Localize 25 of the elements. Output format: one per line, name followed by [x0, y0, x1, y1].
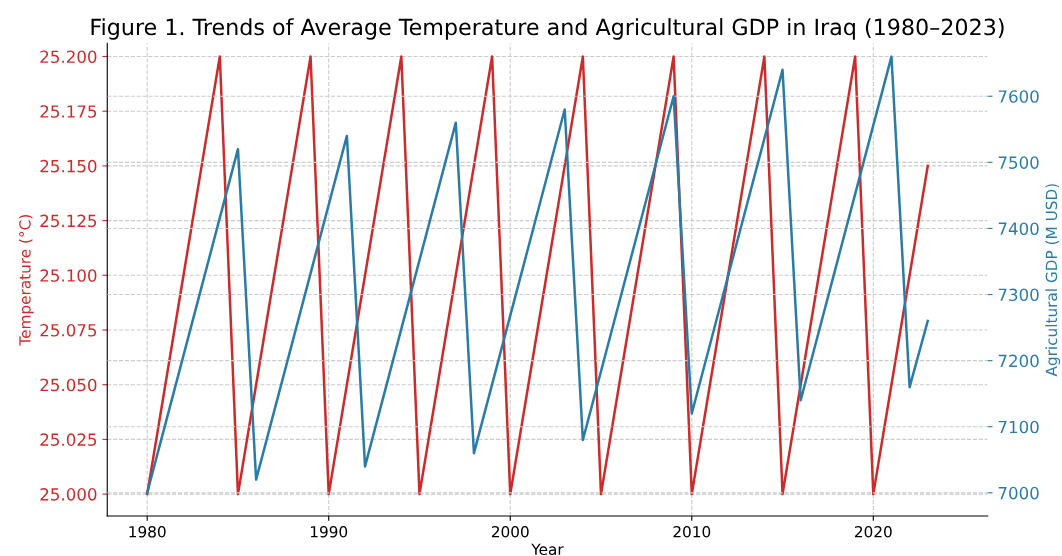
y-axis-title: Temperature (°C): [18, 215, 34, 346]
y-tick-label: 25.175: [40, 105, 97, 118]
x-tick-label: 1990: [310, 525, 348, 538]
y2-tick-label: 7000: [998, 486, 1039, 500]
y2-tick-label: 7100: [998, 420, 1039, 434]
y2-tick-label: 7400: [998, 222, 1039, 236]
y-tick-label: 25.000: [40, 488, 97, 501]
y2-tick-label: 7500: [998, 156, 1039, 169]
y-tick-label: 25.050: [40, 378, 97, 392]
x-tick-label: 2000: [491, 525, 529, 538]
y2-axis-title: Agricultural GDP (M USD): [1045, 184, 1061, 377]
x-tick-label: 1980: [129, 525, 166, 538]
y2-tick-label: 7200: [998, 354, 1039, 368]
y-tick-label: 25.100: [40, 269, 97, 282]
y-tick-label: 25.200: [40, 50, 97, 64]
y-tick-label: 25.150: [40, 159, 97, 173]
x-tick-label: 2020: [854, 525, 892, 538]
y-tick-label: 25.025: [40, 433, 97, 446]
y-tick-label: 25.075: [40, 323, 97, 337]
y-tick-label: 25.125: [40, 214, 97, 228]
x-tick-label: 2010: [673, 525, 711, 538]
y2-tick-label: 7300: [998, 288, 1039, 302]
chart-title: Figure 1. Trends of Average Temperature and Agricultural GDP in Iraq (1980–2023): [91, 18, 1004, 40]
y2-tick-label: 7600: [998, 90, 1039, 103]
x-axis-title: Year: [531, 543, 564, 556]
